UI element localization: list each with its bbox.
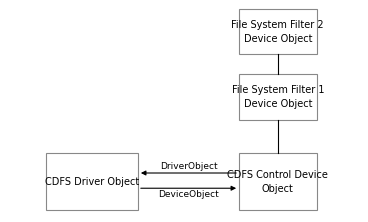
Text: DriverObject: DriverObject [160, 162, 217, 171]
Text: DeviceObject: DeviceObject [158, 190, 219, 199]
Bar [239, 74, 316, 120]
Bar [239, 9, 316, 54]
Text: File System Filter 1
Device Object: File System Filter 1 Device Object [231, 85, 324, 109]
Bar [46, 153, 138, 210]
Bar [239, 153, 316, 210]
Text: CDFS Driver Object: CDFS Driver Object [45, 177, 139, 187]
Text: File System Filter 2
Device Object: File System Filter 2 Device Object [231, 20, 324, 44]
Text: CDFS Control Device
Object: CDFS Control Device Object [227, 170, 328, 194]
